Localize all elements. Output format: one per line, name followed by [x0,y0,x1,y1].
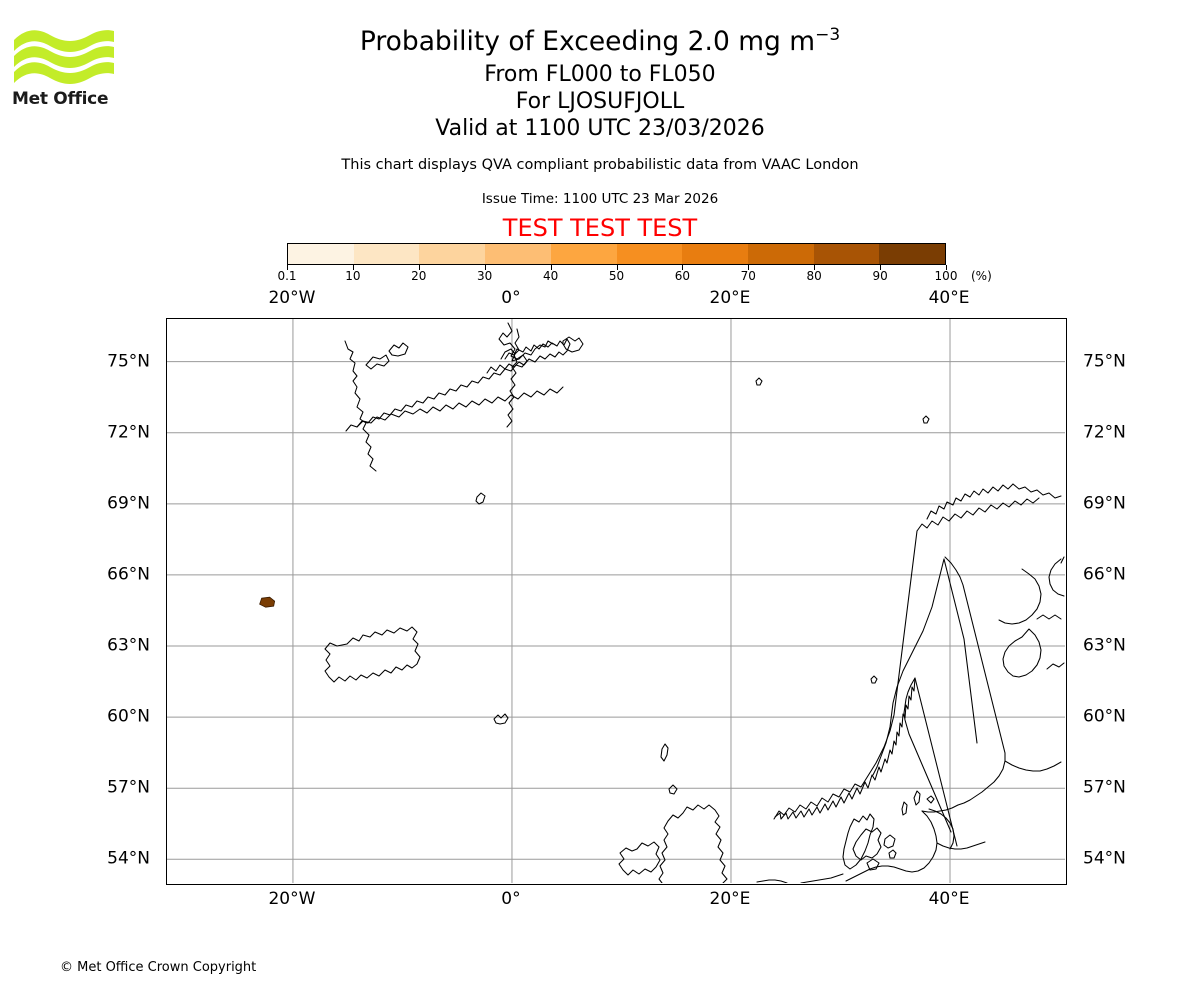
colorbar-tick-label-3: 30 [477,269,493,283]
colorbar-segment-6 [682,244,748,264]
colorbar-unit-label: (%) [971,269,992,283]
lat-tick-label-69: 69°N [1083,493,1126,514]
lat-tick-label-66: 66°N [1083,564,1126,585]
longitude-axis-top: 20°W 0° 20°E 40°E [166,289,1067,311]
lat-tick-label-57: 57°N [107,777,150,798]
colorbar-tick-5 [616,265,618,270]
colorbar-tick-label-2: 20 [411,269,427,283]
probability-colorbar [287,243,946,265]
colorbar-tick-label-4: 40 [542,269,559,283]
page-title: Probability of Exceeding 2.0 mg m−3 [0,27,1200,57]
colorbar-segment-4 [550,244,617,264]
copyright-notice: © Met Office Crown Copyright [60,960,257,975]
colorbar-tick-0 [287,265,288,270]
qva-note: This chart displays QVA compliant probab… [341,157,859,173]
lat-tick-label-75: 75°N [1083,351,1126,372]
lon-tick-label-40: 40°E [928,889,970,909]
colorbar-tick-label-0: 0.1 [277,269,297,283]
colorbar-tick-7 [748,265,750,270]
lon-tick-label-0: 0° [501,288,521,308]
lat-tick-label-72: 72°N [1083,422,1126,443]
lat-tick-label-54: 54°N [107,848,150,869]
met-office-logo: Met Office [12,26,116,114]
lon-tick-label--20: 20°W [268,288,316,308]
lat-tick-label-69: 69°N [107,493,150,514]
colorbar-tick-2 [418,265,420,270]
met-office-logo-text: Met Office [12,89,109,109]
colorbar-segment-2 [419,244,486,264]
page-title-text: Probability of Exceeding 2.0 mg m [359,26,816,57]
test-banner: TEST TEST TEST [502,214,698,242]
colorbar-tick-label-1: 10 [345,269,361,283]
lat-tick-label-63: 63°N [1083,635,1126,656]
colorbar-tick-1 [352,265,354,270]
ash-probability-patch [259,596,276,608]
lat-tick-label-66: 66°N [107,564,150,585]
lat-tick-label-75: 75°N [107,351,150,372]
colorbar-segment-3 [485,244,551,264]
colorbar-segment-9 [879,244,946,264]
colorbar-ticks [287,265,947,281]
map-canvas [167,319,1065,883]
volcano-name-subtitle: For LJOSUFJOLL [515,89,685,114]
colorbar-tick-10 [946,265,947,270]
coastlines [324,322,1065,883]
colorbar-tick-4 [550,265,552,270]
colorbar-tick-labels: 0.1 10 20 30 40 50 60 70 80 90 100 [277,269,957,285]
colorbar-tick-9 [880,265,882,270]
lat-tick-label-54: 54°N [1083,848,1126,869]
colorbar-tick-label-7: 70 [740,269,756,283]
colorbar-tick-label-9: 90 [872,269,888,283]
colorbar-tick-3 [484,265,486,270]
lon-tick-label--20: 20°W [268,889,316,909]
lat-tick-label-60: 60°N [107,706,150,727]
flight-level-subtitle: From FL000 to FL050 [484,62,716,87]
grid-lines [167,319,1065,883]
lon-tick-label-20: 20°E [709,288,751,308]
issue-time-label: Issue Time: 1100 UTC 23 Mar 2026 [481,191,719,207]
latitude-axis-left: 75°N 72°N 69°N 66°N 63°N 60°N 57°N 54°N [0,318,158,885]
colorbar-segment-7 [747,244,814,264]
colorbar-segment-5 [616,244,683,264]
colorbar-segment-0 [288,244,354,264]
lon-tick-label-40: 40°E [928,288,970,308]
colorbar-tick-label-10: 100 [934,269,958,283]
colorbar-segment-8 [813,244,880,264]
valid-time-subtitle: Valid at 1100 UTC 23/03/2026 [435,116,765,141]
lon-tick-label-20: 20°E [709,889,751,909]
colorbar-tick-label-6: 60 [674,269,691,283]
lat-tick-label-72: 72°N [107,422,150,443]
colorbar-gradient [287,243,946,265]
page-title-exponent: −3 [815,25,841,46]
colorbar-tick-label-5: 50 [608,269,625,283]
lat-tick-label-57: 57°N [1083,777,1126,798]
colorbar-tick-8 [814,265,816,270]
lat-tick-label-63: 63°N [107,635,150,656]
latitude-axis-right: 75°N 72°N 69°N 66°N 63°N 60°N 57°N 54°N [1075,318,1195,885]
colorbar-tick-label-8: 80 [806,269,822,283]
colorbar-tick-6 [682,265,684,270]
colorbar-segment-1 [353,244,420,264]
lat-tick-label-60: 60°N [1083,706,1126,727]
longitude-axis-bottom: 20°W 0° 20°E 40°E [166,890,1067,914]
lon-tick-label-0: 0° [501,889,521,909]
met-office-wave-icon [14,30,114,84]
map-plot-area[interactable] [166,318,1067,885]
